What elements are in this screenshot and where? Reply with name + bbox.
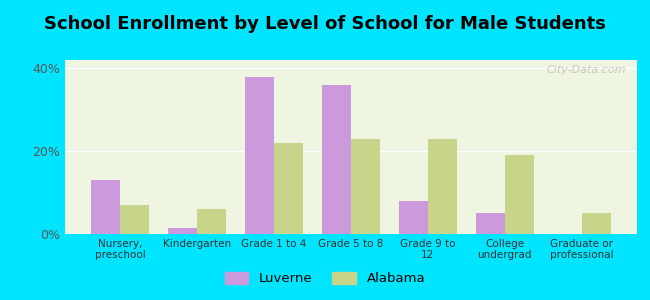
Bar xyxy=(197,209,226,234)
Bar xyxy=(582,213,611,234)
Bar xyxy=(168,228,197,234)
Bar xyxy=(398,201,428,234)
Text: City-Data.com: City-Data.com xyxy=(546,65,625,75)
Bar xyxy=(351,139,380,234)
Bar xyxy=(120,205,150,234)
Bar xyxy=(274,143,304,234)
Bar xyxy=(322,85,351,234)
Legend: Luverne, Alabama: Luverne, Alabama xyxy=(220,266,430,290)
Bar xyxy=(428,139,457,234)
Bar xyxy=(505,155,534,234)
Bar xyxy=(245,76,274,234)
Bar xyxy=(91,180,120,234)
Bar xyxy=(476,213,505,234)
Text: School Enrollment by Level of School for Male Students: School Enrollment by Level of School for… xyxy=(44,15,606,33)
